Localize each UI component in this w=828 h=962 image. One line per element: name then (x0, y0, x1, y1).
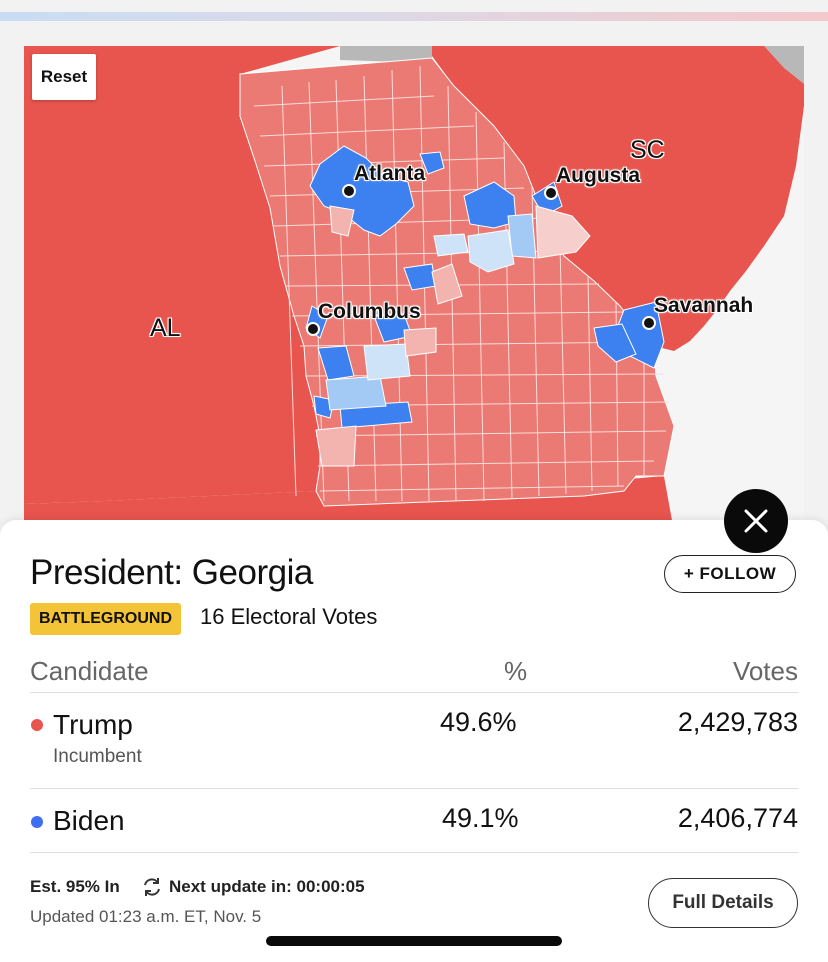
trump-color-dot (31, 719, 43, 731)
refresh-icon (144, 878, 160, 896)
candidate-note-trump: Incumbent (53, 746, 142, 767)
atlanta-dot (342, 184, 356, 198)
augusta-dot (544, 186, 558, 200)
state-label-al: AL (150, 314, 181, 342)
dem-lean-counties (325, 213, 537, 411)
city-label-augusta: Augusta (556, 164, 640, 187)
race-title: President: Georgia (30, 553, 313, 592)
no-data-region (340, 46, 432, 62)
updated-timestamp: Updated 01:23 a.m. ET, Nov. 5 (30, 907, 262, 926)
follow-button[interactable]: + FOLLOW (664, 555, 796, 593)
columbus-dot (306, 322, 320, 336)
estimate-in: Est. 95% In (30, 877, 120, 896)
biden-percent: 49.1% (442, 803, 519, 833)
battleground-badge: BATTLEGROUND (30, 603, 182, 635)
rep-lean-counties (315, 205, 591, 467)
south-carolina-region (432, 46, 804, 351)
column-header-votes: Votes (732, 656, 798, 686)
home-indicator[interactable] (266, 936, 562, 946)
close-button[interactable] (724, 489, 788, 553)
results-map[interactable]: AL SC Atlanta Augusta Columbus Savannah (24, 46, 804, 586)
divider (30, 692, 798, 693)
reset-button[interactable]: Reset (32, 54, 96, 100)
biden-votes: 2,406,774 (677, 803, 798, 833)
electoral-votes: 16 Electoral Votes (200, 604, 378, 629)
county-borders (253, 65, 670, 502)
trump-percent: 49.6% (440, 707, 517, 737)
next-update: Next update in: 00:00:05 (169, 877, 365, 896)
divider (30, 788, 798, 789)
top-gradient-bar (0, 12, 828, 21)
results-panel (0, 520, 828, 962)
city-label-atlanta: Atlanta (354, 162, 426, 185)
state-label-sc: SC (630, 136, 665, 164)
no-data-region (764, 46, 804, 84)
column-header-candidate: Candidate (30, 656, 149, 686)
county-map-svg[interactable] (24, 46, 804, 586)
city-label-savannah: Savannah (654, 294, 754, 317)
candidate-name-trump: Trump (53, 709, 133, 740)
savannah-dot (642, 316, 656, 330)
alabama-region (24, 46, 340, 504)
candidate-name-biden: Biden (53, 805, 125, 836)
column-header-percent: % (504, 656, 528, 686)
ocean-area (656, 106, 804, 586)
trump-votes: 2,429,783 (677, 707, 798, 737)
biden-color-dot (31, 816, 43, 828)
divider (30, 852, 798, 853)
full-details-button[interactable]: Full Details (648, 878, 798, 928)
city-label-columbus: Columbus (318, 300, 421, 323)
close-icon (744, 509, 768, 533)
